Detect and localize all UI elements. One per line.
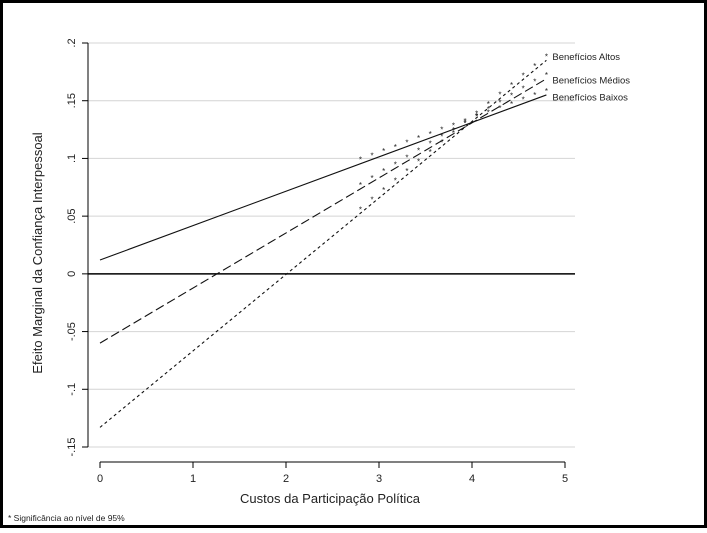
significance-star: *	[522, 71, 525, 80]
y-tick-label: .05	[66, 208, 78, 223]
significance-star: *	[405, 139, 408, 148]
significance-star: *	[405, 153, 408, 162]
significance-star: *	[394, 177, 397, 186]
significance-star: *	[498, 104, 501, 113]
significance-star: *	[522, 96, 525, 105]
series-layer	[99, 59, 547, 428]
significance-star: *	[487, 100, 490, 109]
significance-star: *	[533, 91, 536, 100]
significance-star: *	[440, 126, 443, 135]
y-tick-label: -.1	[66, 383, 78, 396]
significance-star: *	[522, 85, 525, 94]
significance-star: *	[440, 133, 443, 142]
significance-star: *	[394, 160, 397, 169]
significance-star: *	[359, 181, 362, 190]
significance-star: *	[417, 157, 420, 166]
significance-star: *	[452, 121, 455, 130]
significance-star: *	[359, 205, 362, 214]
significance-star: *	[382, 147, 385, 156]
significance-star: *	[463, 117, 466, 126]
significance-star: *	[452, 126, 455, 135]
x-tick-label: 2	[283, 473, 289, 485]
significance-star: *	[498, 98, 501, 107]
x-tick-label: 5	[562, 473, 568, 485]
significance-footnote: * Significância ao nível de 95%	[8, 513, 125, 523]
series-label-0: Benefícios Altos	[552, 52, 620, 63]
axis-layer: .2 .15 .1 .05 0 -.05 -.1 -.15 0 1 2 3 4 5	[66, 38, 575, 485]
significance-star: *	[440, 138, 443, 147]
y-tick-label: 0	[66, 271, 78, 277]
significance-star: *	[417, 134, 420, 143]
significance-star: *	[382, 186, 385, 195]
significance-star: *	[429, 130, 432, 139]
series-line-2	[99, 94, 547, 261]
series-label-1: Benefícios Médios	[552, 75, 630, 86]
series-label-2: Benefícios Baixos	[552, 92, 628, 103]
significance-star: *	[370, 196, 373, 205]
significance-star: *	[510, 100, 513, 109]
significance-star: *	[510, 81, 513, 90]
x-tick-label: 0	[97, 473, 103, 485]
significance-star: *	[463, 119, 466, 128]
significance-star: *	[417, 147, 420, 156]
significance-star: *	[545, 52, 548, 61]
significance-star: *	[463, 119, 466, 128]
significance-star: *	[370, 174, 373, 183]
significance-star: *	[475, 110, 478, 119]
significance-star: *	[429, 140, 432, 149]
significance-star: *	[359, 156, 362, 165]
significance-star: *	[533, 62, 536, 71]
significance-star: *	[545, 87, 548, 96]
y-tick-label: .1	[66, 154, 78, 163]
significance-star: *	[382, 167, 385, 176]
significance-marker-layer: *********************************** * * * * *…	[359, 52, 548, 214]
significance-star: *	[452, 129, 455, 138]
series-line-0	[99, 59, 547, 428]
y-tick-label: .15	[66, 93, 78, 108]
significance-star: *	[405, 167, 408, 176]
significance-star: *	[370, 151, 373, 160]
significance-star: *	[498, 91, 501, 100]
x-axis-title: Custos da Participação Política	[240, 491, 421, 506]
x-tick-label: 1	[190, 473, 196, 485]
significance-star: *	[533, 78, 536, 87]
significance-star: *	[475, 112, 478, 121]
significance-star: *	[394, 143, 397, 152]
y-axis-title: Efeito Marginal da Confiança Interpessoa…	[30, 132, 45, 373]
significance-star: *	[475, 113, 478, 122]
y-tick-label: -.05	[66, 322, 78, 341]
significance-star: *	[487, 105, 490, 114]
grid-layer	[88, 42, 575, 448]
y-tick-label: -.15	[66, 438, 78, 457]
x-tick-label: 4	[469, 473, 475, 485]
y-tick-label: .2	[66, 38, 78, 47]
significance-star: *	[510, 91, 513, 100]
significance-star: *	[545, 71, 548, 80]
label-layer: Benefícios Altos Benefícios Médios Benefíc…	[552, 52, 630, 104]
significance-star: *	[487, 108, 490, 117]
significance-star: *	[429, 148, 432, 157]
x-tick-label: 3	[376, 473, 382, 485]
